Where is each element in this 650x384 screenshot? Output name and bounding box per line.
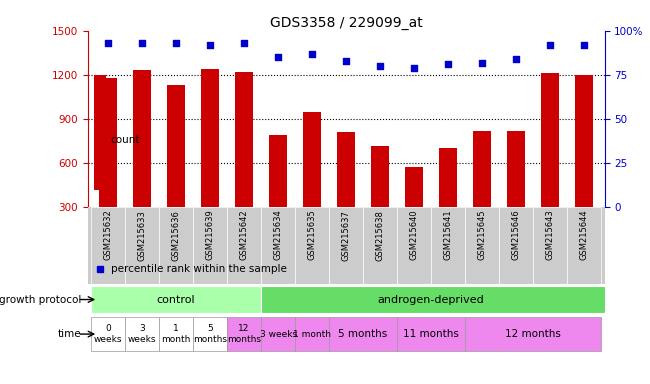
Text: GSM215637: GSM215637 <box>342 210 350 260</box>
Bar <box>329 207 363 284</box>
Text: 5 months: 5 months <box>339 329 388 339</box>
Bar <box>235 72 254 252</box>
Bar <box>201 69 220 252</box>
Point <box>443 61 453 67</box>
Point <box>545 42 555 48</box>
Bar <box>567 207 601 284</box>
Bar <box>269 135 287 252</box>
Text: 1 month: 1 month <box>293 329 331 339</box>
Point <box>511 56 521 62</box>
Bar <box>193 207 227 284</box>
Text: GSM215646: GSM215646 <box>512 210 521 260</box>
Bar <box>261 207 295 284</box>
Text: percentile rank within the sample: percentile rank within the sample <box>111 264 287 274</box>
Bar <box>125 207 159 284</box>
Point <box>341 58 351 64</box>
Bar <box>167 85 185 252</box>
Text: GSM215638: GSM215638 <box>376 210 385 260</box>
Title: GDS3358 / 229099_at: GDS3358 / 229099_at <box>270 16 422 30</box>
Bar <box>439 149 458 252</box>
Bar <box>91 286 261 313</box>
Bar <box>91 207 125 284</box>
Text: GSM215635: GSM215635 <box>307 210 317 260</box>
Text: 12 months: 12 months <box>505 329 561 339</box>
Bar <box>329 317 397 351</box>
Point <box>137 40 148 46</box>
Point <box>205 42 215 48</box>
Point <box>239 40 250 46</box>
Text: 3 weeks: 3 weeks <box>259 329 296 339</box>
Text: androgen-deprived: androgen-deprived <box>378 295 484 305</box>
Bar <box>159 207 193 284</box>
Bar <box>227 207 261 284</box>
Point <box>409 65 419 71</box>
Text: GSM215636: GSM215636 <box>172 210 181 260</box>
Bar <box>133 70 151 252</box>
Bar <box>397 317 465 351</box>
Point <box>375 63 385 69</box>
Bar <box>261 317 295 351</box>
Text: GSM215633: GSM215633 <box>138 210 147 260</box>
Bar <box>431 207 465 284</box>
Bar <box>499 207 533 284</box>
Bar <box>261 286 604 313</box>
Bar <box>227 317 261 351</box>
Bar <box>99 78 118 252</box>
Text: growth protocol: growth protocol <box>0 295 81 305</box>
Point <box>477 60 488 66</box>
Bar <box>465 207 499 284</box>
Point <box>579 42 590 48</box>
Point <box>171 40 181 46</box>
Point <box>103 40 113 46</box>
Text: 0
weeks: 0 weeks <box>94 324 122 344</box>
Text: GSM215643: GSM215643 <box>545 210 554 260</box>
Bar <box>541 73 560 252</box>
Bar <box>405 167 423 252</box>
Bar <box>465 317 601 351</box>
Point <box>273 54 283 60</box>
Text: GSM215632: GSM215632 <box>103 210 112 260</box>
Bar <box>363 207 397 284</box>
Bar <box>533 207 567 284</box>
Bar <box>397 207 431 284</box>
Bar <box>507 131 525 252</box>
Bar <box>473 131 491 252</box>
Text: GSM215642: GSM215642 <box>240 210 249 260</box>
Bar <box>295 207 329 284</box>
Text: control: control <box>157 295 196 305</box>
Text: time: time <box>58 329 81 339</box>
Text: GSM215645: GSM215645 <box>478 210 487 260</box>
Text: 1
month: 1 month <box>161 324 191 344</box>
Bar <box>91 317 125 351</box>
Text: GSM215639: GSM215639 <box>205 210 214 260</box>
Text: GSM215644: GSM215644 <box>580 210 589 260</box>
Bar <box>159 317 193 351</box>
Bar <box>370 146 389 252</box>
Text: count: count <box>111 135 140 145</box>
Bar <box>94 75 106 190</box>
Text: 5
months: 5 months <box>193 324 227 344</box>
Bar <box>125 317 159 351</box>
Text: GSM215640: GSM215640 <box>410 210 419 260</box>
Point <box>307 51 317 57</box>
Bar <box>295 317 329 351</box>
Bar <box>575 75 593 252</box>
Text: 11 months: 11 months <box>403 329 459 339</box>
Bar <box>337 132 356 252</box>
Text: GSM215641: GSM215641 <box>443 210 452 260</box>
Text: 3
weeks: 3 weeks <box>128 324 157 344</box>
Bar <box>193 317 227 351</box>
Text: GSM215634: GSM215634 <box>274 210 283 260</box>
Text: 12
months: 12 months <box>227 324 261 344</box>
Bar <box>303 112 322 252</box>
